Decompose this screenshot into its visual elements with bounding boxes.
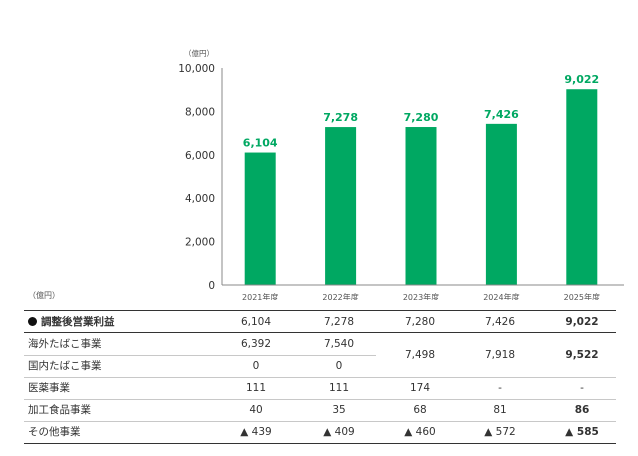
cell: 0 [335, 360, 343, 372]
merged-tobacco-2024: 7,918 [484, 349, 516, 361]
y-tick-label: 10,000 [178, 63, 215, 75]
cell: 9,022 [565, 316, 599, 328]
cell: 111 [245, 382, 267, 394]
x-tick-label: 2023年度 [403, 292, 439, 300]
bar-2021年度 [244, 152, 276, 285]
bar-2022年度 [325, 127, 357, 285]
cell: 111 [328, 382, 350, 394]
cell: 86 [574, 404, 590, 416]
y-axis-ticks: 0 2,000 4,000 6,000 8,000 10,000 [178, 63, 215, 292]
row-label: 調整後営業利益 [28, 311, 115, 333]
cell: 35 [332, 404, 346, 416]
merged-tobacco-2023: 7,498 [404, 349, 436, 361]
y-tick-label: 8,000 [185, 106, 215, 118]
table-row-other: その他事業 ▲ 439 ▲ 409 ▲ 460 ▲ 572 ▲ 585 [24, 421, 616, 443]
table-bottom-rule [24, 443, 616, 444]
cell: 7,280 [404, 316, 436, 328]
cell: 174 [409, 382, 431, 394]
cell: 7,278 [323, 316, 355, 328]
y-tick-label: 4,000 [185, 193, 215, 205]
table-row-overseas-tobacco: 海外たばこ事業 6,392 7,540 [24, 333, 616, 355]
cell: ▲ 585 [565, 426, 599, 438]
x-axis-labels: 2021年度 2022年度 2023年度 2024年度 2025年度 [242, 292, 600, 300]
merged-tobacco-2025: 9,522 [565, 349, 599, 361]
cell: 0 [252, 360, 260, 372]
bar-2024年度 [485, 123, 517, 285]
x-tick-label: 2025年度 [564, 292, 600, 300]
cell: ▲ 572 [484, 426, 516, 438]
y-tick-label: 2,000 [185, 237, 215, 249]
y-axis-unit-label: （億円） [184, 48, 214, 58]
bar-value-label: 7,426 [484, 108, 519, 121]
bar-chart: （億円） 0 2,000 4,000 6,000 8,000 10,000 6,104 7,… [178, 48, 624, 300]
row-label: その他事業 [28, 426, 81, 438]
cell: 6,104 [240, 316, 272, 328]
row-label: 国内たばこ事業 [28, 360, 102, 372]
bar-value-label: 9,022 [564, 73, 599, 86]
y-tick-label: 0 [208, 280, 215, 292]
table-top-rule [24, 310, 616, 311]
cell: - [580, 382, 584, 394]
cell: 7,426 [484, 316, 516, 328]
row-rule [24, 355, 376, 356]
bar-2025年度 [566, 89, 598, 286]
x-tick-label: 2024年度 [483, 292, 519, 300]
row-label: 加工食品事業 [28, 404, 91, 416]
bar-value-label: 7,278 [323, 111, 358, 124]
cell: - [498, 382, 502, 394]
row-label: 海外たばこ事業 [28, 338, 102, 350]
bars-group: 6,104 7,278 7,280 7,426 9,022 [243, 73, 599, 286]
bar-value-label: 7,280 [404, 111, 439, 124]
x-tick-label: 2021年度 [242, 292, 278, 300]
table-unit-label: （億円） [28, 291, 60, 300]
cell: ▲ 409 [323, 426, 355, 438]
row-rule [24, 399, 616, 400]
table-row-domestic-tobacco: 国内たばこ事業 0 0 [24, 355, 616, 377]
cell: ▲ 439 [240, 426, 272, 438]
row-rule [24, 332, 616, 333]
y-tick-label: 6,000 [185, 150, 215, 162]
cell: 40 [249, 404, 263, 416]
cell: 81 [493, 404, 507, 416]
cell: 68 [413, 404, 427, 416]
row-label: 医薬事業 [28, 382, 70, 394]
table-row-pharma: 医薬事業 111 111 174 - - [24, 377, 616, 399]
cell: 6,392 [240, 338, 272, 350]
bar-2023年度 [405, 127, 437, 285]
cell: 7,540 [323, 338, 355, 350]
x-tick-label: 2022年度 [322, 292, 358, 300]
table-row-adjusted-op: 調整後営業利益 6,104 7,278 7,280 7,426 9,022 [24, 311, 616, 333]
cell: ▲ 460 [404, 426, 436, 438]
bar-value-label: 6,104 [243, 137, 278, 150]
row-rule [24, 377, 616, 378]
table-row-processed-food: 加工食品事業 40 35 68 81 86 [24, 399, 616, 421]
row-rule [24, 421, 616, 422]
bullet-icon [28, 317, 37, 326]
